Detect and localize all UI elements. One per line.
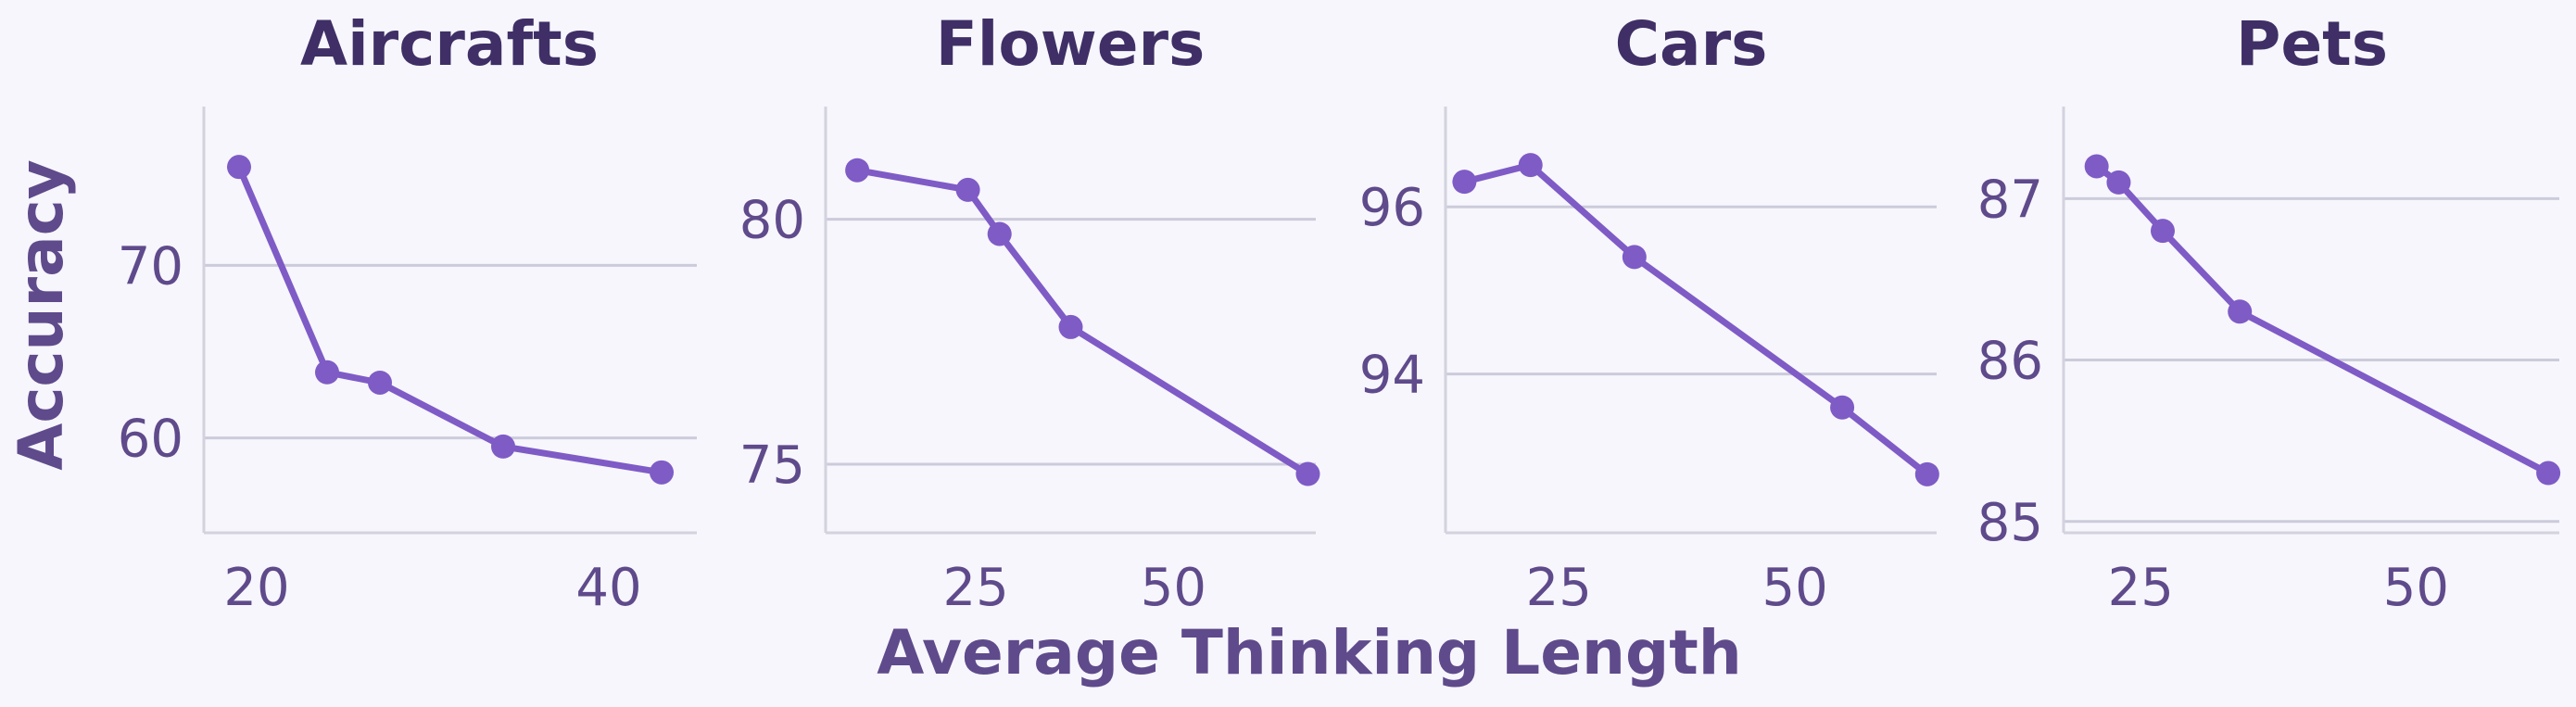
data-point bbox=[1295, 461, 1320, 486]
y-tick-label: 60 bbox=[118, 410, 183, 470]
series-line bbox=[1460, 161, 1931, 478]
data-point bbox=[1914, 461, 1939, 486]
x-tick-label: 50 bbox=[1762, 558, 1827, 618]
y-axis-label: Accuracy bbox=[6, 159, 77, 471]
y-tick-label: 96 bbox=[1359, 178, 1425, 238]
panel-title: Aircrafts bbox=[300, 8, 599, 80]
series-line bbox=[853, 167, 1311, 478]
data-point bbox=[1058, 314, 1083, 339]
x-tick-label: 20 bbox=[223, 558, 289, 618]
data-point bbox=[1622, 245, 1647, 270]
data-point bbox=[987, 221, 1012, 246]
x-tick-label: 25 bbox=[942, 558, 1008, 618]
x-axis-label: Average Thinking Length bbox=[877, 617, 1742, 688]
data-point bbox=[2084, 154, 2109, 179]
x-tick-label: 50 bbox=[1141, 558, 1206, 618]
data-point bbox=[2536, 461, 2561, 486]
series-line bbox=[2093, 163, 2552, 476]
series-line bbox=[235, 163, 665, 476]
data-point bbox=[2228, 299, 2253, 324]
data-point bbox=[315, 360, 339, 385]
panel-flowers: Flowers 75 80 25 50 bbox=[739, 8, 1320, 618]
y-tick-label: 87 bbox=[1977, 170, 2043, 230]
data-point bbox=[368, 370, 392, 395]
x-tick-label: 50 bbox=[2383, 558, 2449, 618]
y-tick-label: 70 bbox=[118, 236, 183, 297]
data-point bbox=[955, 177, 980, 202]
panel-pets: Pets 85 86 87 25 50 bbox=[1977, 8, 2561, 618]
panel-cars: Cars 94 96 25 50 bbox=[1359, 8, 1939, 618]
panel-title: Pets bbox=[2236, 8, 2388, 80]
y-tick-label: 94 bbox=[1359, 346, 1425, 406]
y-tick-label: 86 bbox=[1977, 332, 2043, 392]
x-tick-label: 25 bbox=[1526, 558, 1592, 618]
data-point bbox=[491, 434, 515, 459]
data-point bbox=[2151, 219, 2175, 244]
y-tick-label: 85 bbox=[1977, 493, 2043, 553]
data-point bbox=[1452, 170, 1477, 195]
y-tick-label: 80 bbox=[739, 191, 805, 251]
y-tick-label: 75 bbox=[739, 436, 805, 496]
data-point bbox=[227, 155, 251, 180]
data-point bbox=[1830, 395, 1855, 420]
data-point bbox=[845, 158, 870, 183]
x-tick-label: 25 bbox=[2108, 558, 2174, 618]
panel-aircrafts: Aircrafts 60 70 20 40 bbox=[118, 8, 697, 618]
data-point bbox=[650, 460, 674, 485]
data-point bbox=[1518, 153, 1543, 178]
chart-panels: Aircrafts 60 70 20 40 Flowers 75 80 25 50 Cars 94 96… bbox=[118, 8, 2561, 618]
panel-title: Cars bbox=[1615, 8, 1768, 80]
x-tick-label: 40 bbox=[575, 558, 641, 618]
data-point bbox=[2106, 170, 2131, 195]
panel-title: Flowers bbox=[936, 8, 1206, 80]
